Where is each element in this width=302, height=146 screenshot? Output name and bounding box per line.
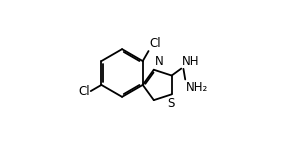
Text: Cl: Cl — [149, 37, 161, 50]
Text: NH₂: NH₂ — [186, 81, 208, 94]
Text: S: S — [168, 97, 175, 110]
Text: Cl: Cl — [79, 85, 90, 98]
Text: NH: NH — [182, 55, 200, 68]
Text: N: N — [155, 55, 164, 68]
